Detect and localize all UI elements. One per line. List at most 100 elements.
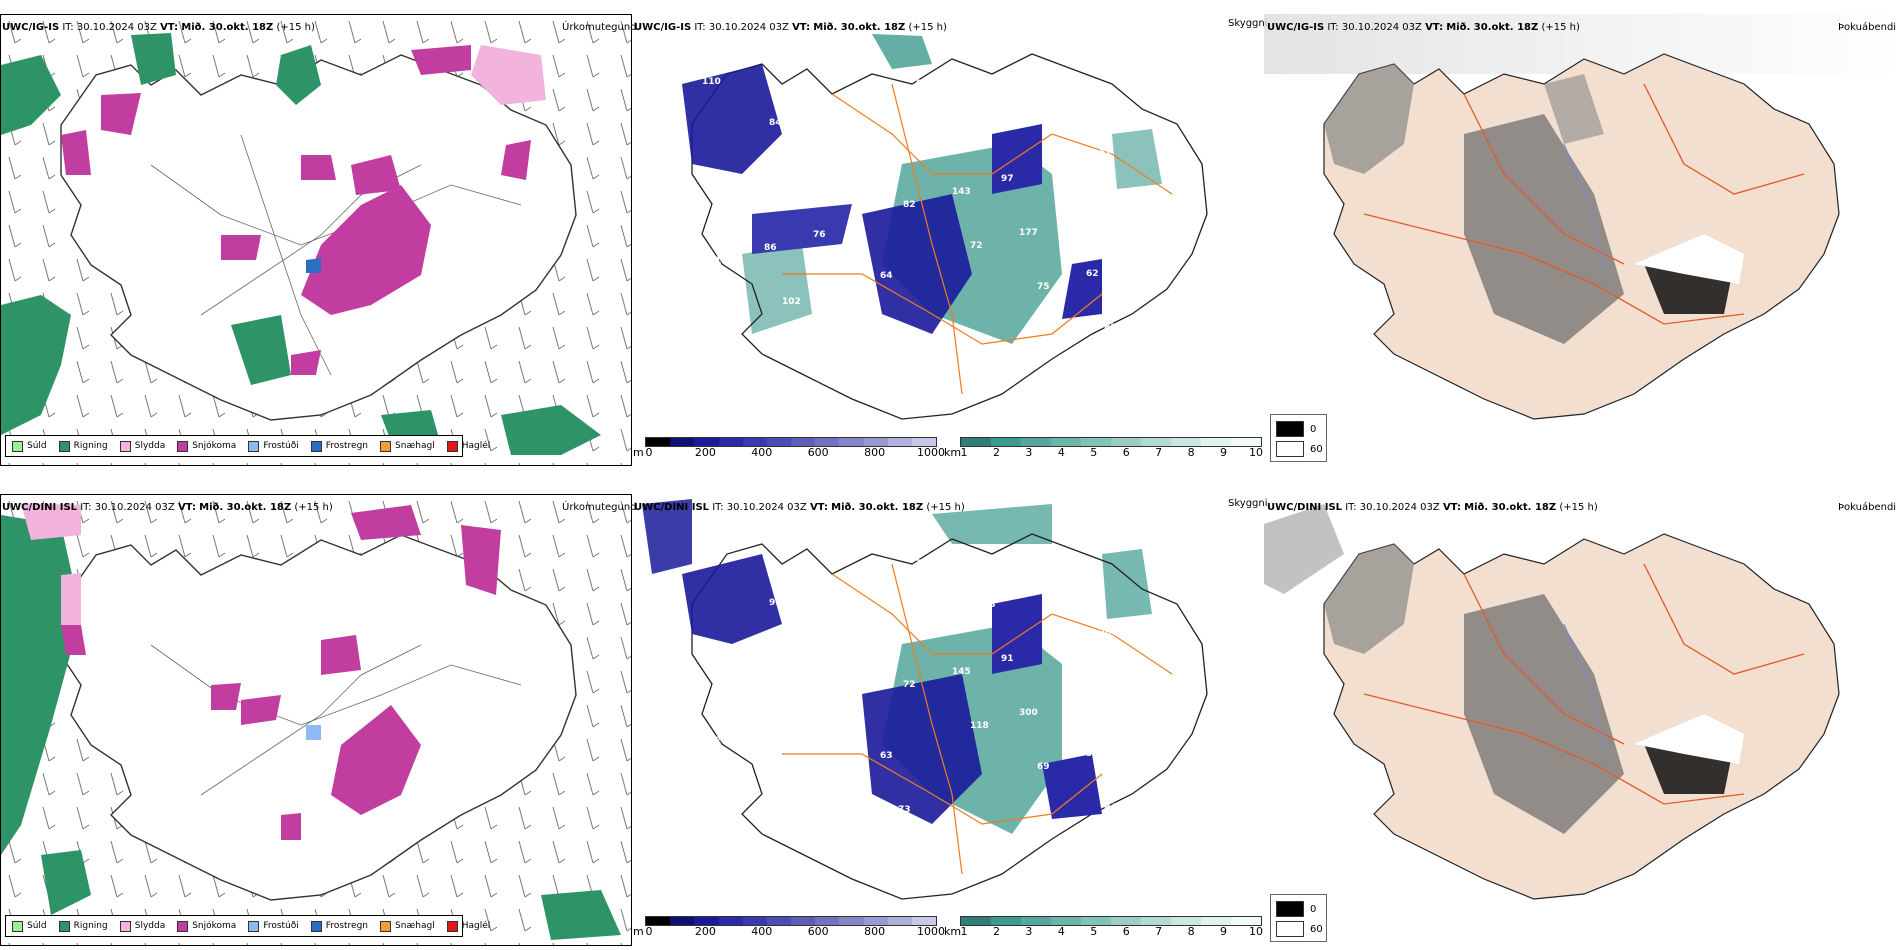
colorbar-step — [1171, 438, 1201, 446]
fog-swatch-60 — [1276, 441, 1304, 457]
vt-value: Mið. 30.okt. 18Z — [199, 502, 292, 513]
legend-label: Snjókoma — [192, 921, 237, 931]
colorbar-step — [1111, 917, 1141, 925]
cloud-base-label: 88 — [1117, 682, 1130, 692]
it-value: 30.10.2024 03Z — [726, 502, 807, 513]
legend-label: Haglél — [461, 441, 491, 451]
precip-type-map-bottom — [1, 495, 631, 945]
colorbar-step — [1201, 438, 1231, 446]
header-visibility-top: UWC/IG-IS IT: 30.10.2024 03Z VT: Mið. 30… — [634, 22, 947, 33]
snow-area — [101, 93, 141, 135]
fog-map-top — [1264, 14, 1900, 420]
legend-label: Frostregn — [325, 921, 369, 931]
cloud-base-label: 97 — [746, 669, 759, 679]
colorbar-step — [1021, 438, 1051, 446]
fog-gray — [1544, 74, 1604, 144]
colorbar-tick: 10 — [1249, 925, 1263, 938]
colorbar-step — [646, 917, 671, 925]
legend-swatch — [380, 920, 392, 932]
cloud-base-unit: m — [633, 925, 644, 938]
snow-area — [301, 155, 336, 180]
colorbar-step — [839, 917, 864, 925]
colorbar-step — [1081, 917, 1111, 925]
cloud-base-labels: 117 96 223 72 118 69 84 106 110 127 145 300 378 40 53 5… — [702, 557, 1130, 856]
cloud-base-label: 300 — [1019, 708, 1038, 718]
colorbar-step — [1081, 438, 1111, 446]
cloud-base-label: 70 — [916, 559, 929, 569]
visibility-colorbar-top — [960, 437, 1262, 447]
fog-gray — [1464, 114, 1624, 344]
snow-area — [351, 505, 421, 540]
colorbar-step — [791, 438, 816, 446]
cloud-base-label: 286 — [782, 777, 801, 787]
precip-type-panel-bottom: Súld Rigning Slydda Snjókoma Frostúði Frostre… — [0, 494, 632, 946]
colorbar-step — [1231, 917, 1261, 925]
colorbar-step — [791, 917, 816, 925]
cloud-base-unit: m — [633, 446, 644, 459]
fog-panel-bottom: 0 60 — [1264, 494, 1900, 946]
cloud-base-label: 206 — [1099, 628, 1118, 638]
vis-area — [872, 34, 932, 69]
snow-area — [461, 525, 501, 595]
cloud-base-label: 88 — [885, 146, 898, 156]
colorbar-tick: 10 — [1249, 446, 1263, 459]
cloud-base-area — [682, 554, 782, 644]
colorbar-step — [670, 917, 695, 925]
cloud-base-label: 53 — [800, 831, 813, 841]
vt-value: Mið. 30.okt. 18Z — [813, 22, 906, 33]
rain-area — [1, 295, 71, 435]
row-top: Súld Rigning Slydda Snjókoma Frostúði Frostre… — [0, 14, 1900, 466]
lead-time: (+15 h) — [908, 22, 947, 33]
colorbar-step — [1141, 438, 1171, 446]
colorbar-step — [815, 438, 840, 446]
it-value: 30.10.2024 03Z — [708, 22, 789, 33]
snow-area — [291, 350, 321, 375]
legend-label: Súld — [27, 441, 47, 451]
it-label: IT: — [1345, 502, 1357, 513]
colorbar-tick: 8 — [1187, 446, 1195, 459]
cloud-base-label: 52 — [1099, 148, 1112, 158]
colorbar-tick: 2 — [992, 446, 1000, 459]
colorbar-tick: 6 — [1122, 925, 1130, 938]
title-fog-bottom: Þokuábendi — [1838, 502, 1897, 513]
header-fog-bottom: UWC/DINI ISL IT: 30.10.2024 03Z VT: Mið.… — [1267, 502, 1598, 513]
cloud-base-label: 76 — [813, 710, 826, 720]
fog-swatch-0 — [1276, 901, 1304, 917]
sleet-area — [21, 503, 81, 540]
precip-legend-top: Súld Rigning Slydda Snjókoma Frostúði Frostre… — [5, 435, 490, 457]
cloud-base-label: 82 — [903, 200, 916, 210]
cloud-base-label: 151 — [849, 338, 868, 348]
snow-area — [61, 625, 86, 655]
precip-type-panel-top: Súld Rigning Slydda Snjókoma Frostúði Frostre… — [0, 14, 632, 466]
colorbar-tick: 2 — [992, 925, 1000, 938]
legend-swatch — [58, 920, 70, 932]
cloud-base-label: 84 — [769, 118, 782, 128]
vt-label: VT: — [809, 502, 828, 513]
cloud-base-label: 96 — [769, 598, 782, 608]
legend-label: Frostúði — [263, 921, 299, 931]
cloud-base-label: 78 — [898, 325, 911, 335]
rain-area — [501, 405, 601, 455]
snow-area — [301, 185, 431, 315]
header-visibility-bottom: UWC/DINI ISL IT: 30.10.2024 03Z VT: Mið.… — [634, 502, 965, 513]
visibility-ticks: 1 2 3 4 5 6 7 8 9 10 — [960, 925, 1264, 939]
cloud-base-label: 97 — [1001, 174, 1014, 184]
cloud-base-label: 68 — [1050, 161, 1063, 171]
precip-legend-item: Rigning — [58, 440, 108, 452]
colorbar-tick: 1000 — [917, 925, 945, 938]
cloud-base-label: 95 — [916, 79, 929, 89]
colorbar-tick: 200 — [694, 925, 716, 938]
colorbar-step — [1021, 917, 1051, 925]
cloud-base-label: 109 — [849, 818, 868, 828]
cloud-base-colorbar-top — [645, 437, 937, 447]
colorbar-tick: 1 — [960, 446, 968, 459]
precip-legend-item: Snjókoma — [177, 440, 236, 452]
cloud-base-label: 61 — [746, 189, 759, 199]
precip-legend-item: Frostregn — [310, 920, 369, 932]
cloud-base-label: 72 — [970, 241, 983, 251]
colorbar-step — [718, 438, 743, 446]
precip-legend-item: Slydda — [119, 920, 165, 932]
vt-value: Mið. 30.okt. 18Z — [181, 22, 274, 33]
legend-label: Frostúði — [263, 441, 299, 451]
colorbar-step — [1201, 917, 1231, 925]
